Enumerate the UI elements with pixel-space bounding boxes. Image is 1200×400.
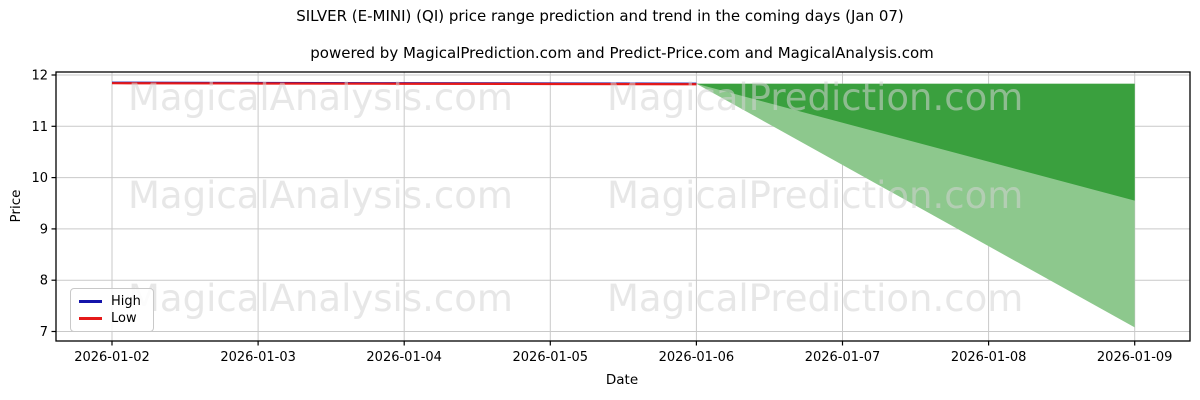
legend: High Low (70, 288, 154, 332)
y-tick: 8 (40, 274, 48, 289)
x-tick: 2026-01-02 (74, 350, 150, 365)
plot-frame (55, 71, 1191, 342)
price-lines (111, 81, 697, 86)
legend-item-high: High (79, 294, 145, 309)
y-axis-labels: 12 11 10 9 8 7 (31, 69, 48, 341)
x-tick: 2026-01-04 (366, 350, 442, 365)
x-tick: 2026-01-03 (220, 350, 296, 365)
y-tick: 7 (40, 325, 48, 340)
x-tick: 2026-01-09 (1097, 350, 1173, 365)
low-line (111, 82, 697, 86)
y-tick: 12 (31, 69, 48, 84)
x-tick: 2026-01-07 (805, 350, 881, 365)
watermark-prediction: MagicalPrediction.com (607, 174, 1023, 217)
x-tick: 2026-01-08 (951, 350, 1027, 365)
y-tick: 9 (40, 222, 48, 237)
forecast-bands (696, 83, 1135, 328)
low-line-swatch (79, 317, 102, 320)
tick-marks (51, 74, 1136, 346)
x-axis-title: Date (606, 372, 638, 388)
watermark-analysis: MagicalAnalysis.com (128, 174, 513, 217)
chart-subtitle: powered by MagicalPrediction.com and Pre… (310, 44, 934, 62)
legend-label-high: High (111, 294, 141, 309)
watermark-prediction: MagicalPrediction.com (607, 277, 1023, 320)
x-tick: 2026-01-05 (513, 350, 589, 365)
x-tick: 2026-01-06 (659, 350, 735, 365)
chart-title: SILVER (E-MINI) (QI) price range predict… (296, 7, 904, 25)
x-axis-labels: 2026-01-02 2026-01-03 2026-01-04 2026-01… (74, 350, 1172, 365)
band-inner-range (696, 83, 1135, 201)
y-tick: 10 (31, 171, 48, 186)
legend-item-low: Low (79, 311, 145, 326)
high-line-swatch (79, 300, 102, 303)
watermark-analysis: MagicalAnalysis.com (128, 277, 513, 320)
y-tick: 11 (31, 120, 48, 135)
watermark-analysis: MagicalAnalysis.com (128, 76, 513, 119)
legend-label-low: Low (111, 311, 137, 326)
watermarks: MagicalAnalysis.com MagicalPrediction.co… (128, 76, 1023, 320)
y-axis-title: Price (8, 190, 24, 223)
watermark-prediction: MagicalPrediction.com (607, 76, 1023, 119)
